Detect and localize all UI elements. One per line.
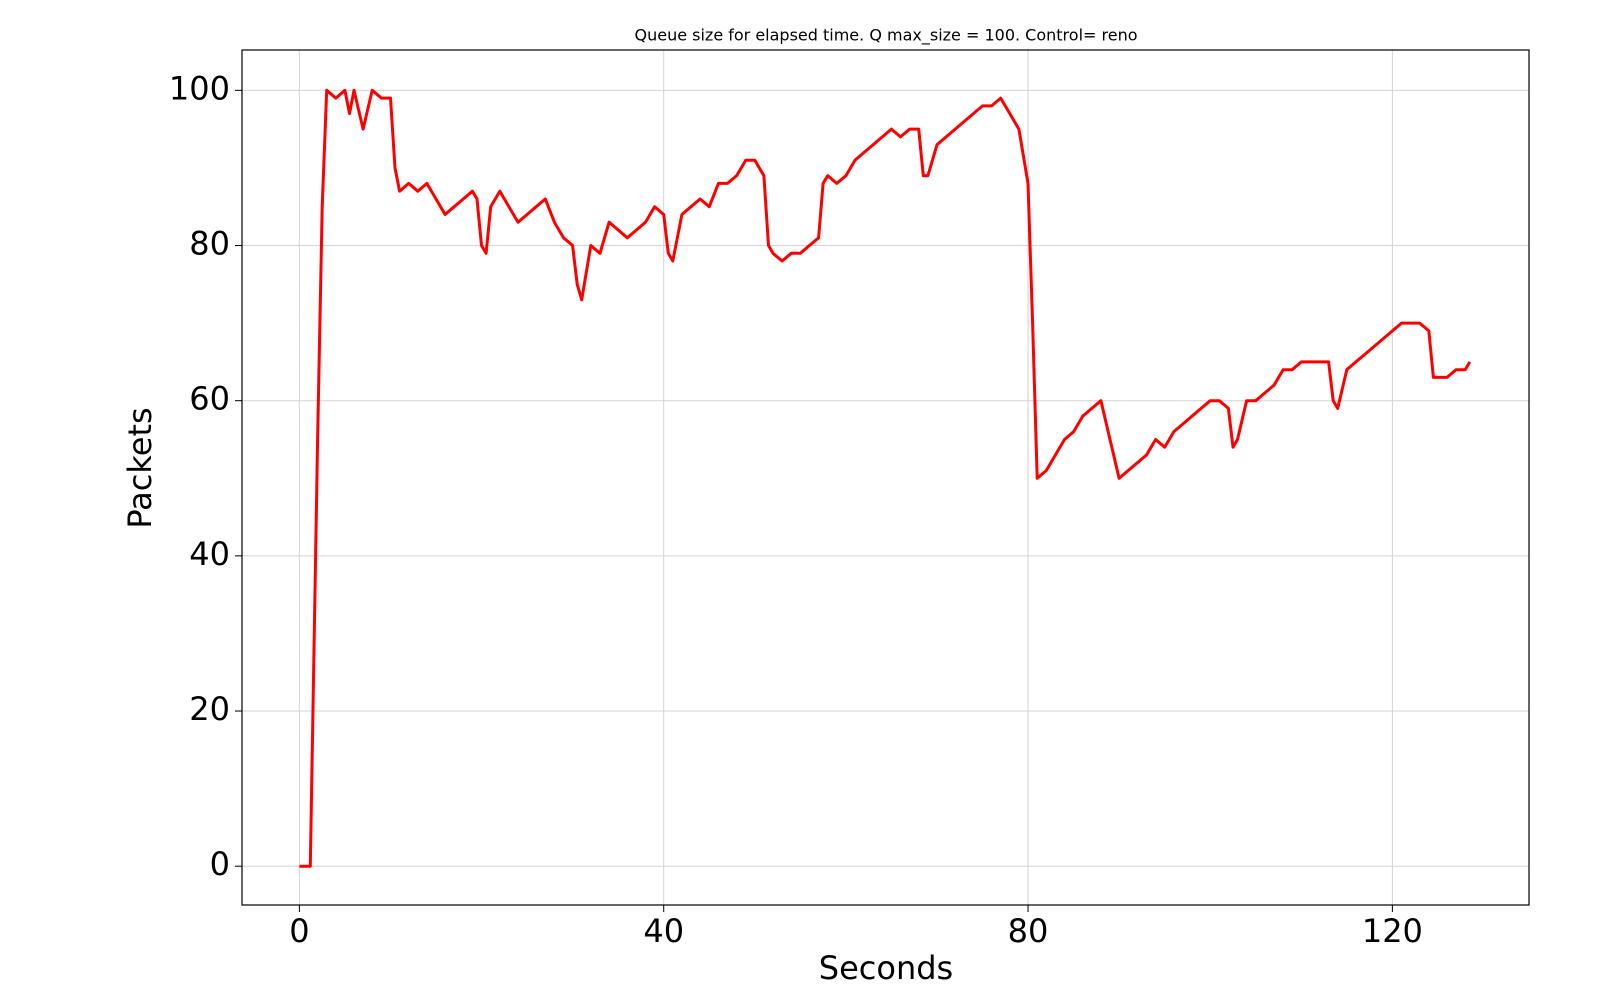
chart-title: Queue size for elapsed time. Q max_size …: [634, 26, 1137, 46]
y-tick-label: 60: [189, 380, 230, 418]
x-tick-label: 120: [1362, 912, 1423, 950]
x-tick-label: 40: [643, 912, 684, 950]
y-tick-label: 0: [210, 845, 230, 883]
y-tick-label: 40: [189, 535, 230, 573]
data-line: [299, 88, 1472, 868]
y-tick-label: 100: [169, 69, 230, 107]
y-tick-label: 80: [189, 225, 230, 263]
y-axis-label: Packets: [121, 407, 159, 528]
x-axis-label: Seconds: [819, 949, 953, 987]
y-tick-label: 20: [189, 690, 230, 728]
plot-frame: [241, 49, 1530, 906]
x-tick-label: 80: [1008, 912, 1049, 950]
x-tick-label: 0: [289, 912, 309, 950]
